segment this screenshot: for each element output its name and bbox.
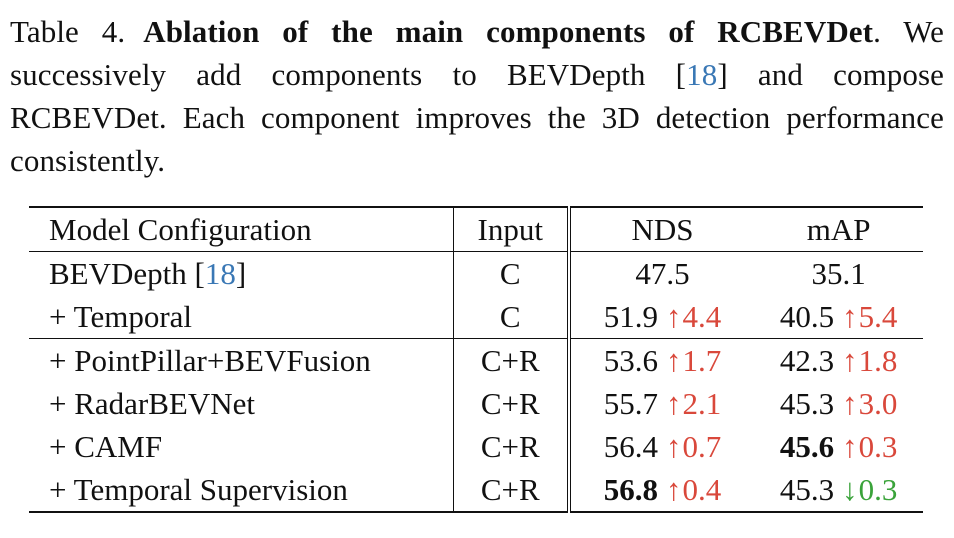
citation-link[interactable]: 18 xyxy=(686,57,718,92)
table-row: + RadarBEVNet C+R 55.7 ↑2.1 45.3 ↑3.0 xyxy=(29,382,923,425)
map-delta: ↑0.3 xyxy=(834,429,897,464)
row-nds: 53.6 ↑1.7 xyxy=(569,339,754,383)
nds-delta-value: 0.7 xyxy=(682,429,722,464)
nds-value: 56.4 xyxy=(603,429,658,464)
row-nds: 51.9 ↑4.4 xyxy=(568,295,755,339)
map-value: 35.1 xyxy=(811,256,866,291)
nds-delta-value: 0.4 xyxy=(682,472,722,507)
map-delta-value: 1.8 xyxy=(858,343,898,378)
nds-value: 47.5 xyxy=(635,256,690,291)
row-config: + PointPillar+BEVFusion xyxy=(29,338,454,382)
table-label: Table 4. xyxy=(10,14,126,49)
table-title: Ablation of the main components of RCBEV… xyxy=(143,14,874,49)
nds-value: 53.6 xyxy=(603,343,658,378)
map-delta: ↑1.8 xyxy=(834,343,897,378)
row-input: C xyxy=(453,295,571,339)
nds-delta-value: 1.7 xyxy=(682,343,722,378)
nds-delta: ↑2.1 xyxy=(658,386,721,421)
map-delta-value: 5.4 xyxy=(858,299,898,334)
row-config-end: ] xyxy=(235,256,247,291)
row-input: C+R xyxy=(453,468,571,513)
caption-text-part1: We successively add components to BEVDep… xyxy=(10,14,944,92)
row-config-cell: BEVDepth [18] xyxy=(29,251,454,295)
map-value: 45.3 xyxy=(779,386,835,421)
nds-value-best: 56.8 xyxy=(603,472,658,507)
nds-delta: ↑4.4 xyxy=(658,299,721,334)
header-input: Input xyxy=(453,206,571,252)
header-map: mAP xyxy=(754,206,923,252)
table-row: + Temporal Supervision C+R 56.8 ↑0.4 45.3… xyxy=(29,468,923,513)
caption-text-part2: ] and compose RCBEVDet. Each component i… xyxy=(10,57,945,178)
map-delta-value: 0.3 xyxy=(858,472,898,507)
row-input: C+R xyxy=(453,425,571,468)
arrow-up-icon: ↑ xyxy=(666,299,682,334)
row-config: + Temporal xyxy=(29,295,454,339)
row-map: 45.3 ↑3.0 xyxy=(754,382,923,425)
map-delta: ↑3.0 xyxy=(834,386,897,421)
arrow-up-icon: ↑ xyxy=(666,343,682,378)
table-row: + Temporal C 51.9 ↑4.4 40.5 ↑5.4 xyxy=(29,295,923,339)
nds-delta: ↑1.7 xyxy=(658,343,721,378)
nds-value: 51.9 xyxy=(603,299,658,334)
row-input: C+R xyxy=(453,338,571,382)
row-config: + Temporal Supervision xyxy=(29,468,454,513)
arrow-up-icon: ↑ xyxy=(666,386,682,421)
row-config: BEVDepth [ xyxy=(49,256,205,291)
map-delta-value: 3.0 xyxy=(858,386,898,421)
map-value: 45.3 xyxy=(779,472,835,507)
row-input: C+R xyxy=(453,382,571,425)
row-input: C xyxy=(453,251,571,295)
nds-delta-value: 2.1 xyxy=(682,386,722,421)
header-row: Model Configuration Input NDS mAP xyxy=(29,206,923,252)
row-map: 42.3 ↑1.8 xyxy=(754,339,923,383)
arrow-up-icon: ↑ xyxy=(666,472,682,507)
nds-delta-value: 4.4 xyxy=(682,299,722,334)
nds-delta: ↑0.7 xyxy=(658,429,721,464)
ablation-table: Model Configuration Input NDS mAP BEVDep… xyxy=(29,206,923,513)
header-nds: NDS xyxy=(568,206,755,252)
arrow-up-icon: ↑ xyxy=(842,299,858,334)
row-nds: 47.5 xyxy=(569,252,754,296)
row-map: 40.5 ↑5.4 xyxy=(754,295,923,339)
row-nds: 55.7 ↑2.1 xyxy=(569,382,754,425)
map-value-best: 45.6 xyxy=(779,429,835,464)
map-delta: ↓0.3 xyxy=(834,472,897,507)
arrow-down-icon: ↓ xyxy=(842,472,858,507)
table-row: BEVDepth [18] C 47.5 35.1 xyxy=(29,251,923,296)
arrow-up-icon: ↑ xyxy=(666,429,682,464)
nds-value: 55.7 xyxy=(603,386,658,421)
arrow-up-icon: ↑ xyxy=(842,343,858,378)
map-delta: ↑5.4 xyxy=(834,299,897,334)
citation-link[interactable]: 18 xyxy=(204,256,236,291)
row-map: 45.3 ↓0.3 xyxy=(754,468,923,513)
nds-delta: ↑0.4 xyxy=(658,472,721,507)
row-map: 45.6 ↑0.3 xyxy=(754,425,923,468)
title-period: . xyxy=(873,14,881,49)
table-row: + CAMF C+R 56.4 ↑0.7 45.6 ↑0.3 xyxy=(29,425,923,468)
row-nds: 56.8 ↑0.4 xyxy=(568,468,755,513)
map-value: 42.3 xyxy=(779,343,835,378)
arrow-up-icon: ↑ xyxy=(842,386,858,421)
table-caption: Table 4. Ablation of the main components … xyxy=(10,10,944,182)
table-row: + PointPillar+BEVFusion C+R 53.6 ↑1.7 42.… xyxy=(29,338,923,383)
row-nds: 56.4 ↑0.7 xyxy=(569,425,754,468)
row-config: + RadarBEVNet xyxy=(29,382,454,425)
map-delta-value: 0.3 xyxy=(858,429,898,464)
row-config: + CAMF xyxy=(29,425,454,468)
arrow-up-icon: ↑ xyxy=(842,429,858,464)
row-map: 35.1 xyxy=(754,252,923,296)
map-value: 40.5 xyxy=(779,299,835,334)
header-model-configuration: Model Configuration xyxy=(29,206,454,252)
